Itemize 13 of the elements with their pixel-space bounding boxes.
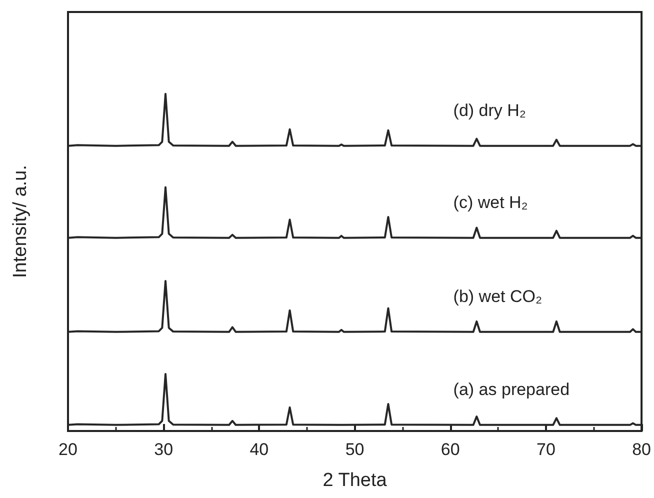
y-axis-title: Intensity/ a.u. — [10, 164, 31, 278]
x-tick-label: 70 — [536, 440, 556, 459]
x-tick-label: 20 — [58, 440, 78, 459]
x-tick-label: 40 — [250, 440, 269, 459]
x-axis-title: 2 Theta — [322, 470, 388, 491]
x-tick-label: 80 — [632, 440, 652, 459]
series-label: (b) wet CO₂ — [453, 286, 542, 306]
series-label: (a) as prepared — [453, 380, 570, 399]
x-tick-label: 60 — [440, 440, 460, 459]
x-tick-label: 50 — [345, 440, 364, 459]
series-label: (c) wet H₂ — [453, 192, 528, 212]
x-tick-label: 30 — [154, 440, 174, 459]
series-label: (d) dry H₂ — [453, 100, 526, 120]
